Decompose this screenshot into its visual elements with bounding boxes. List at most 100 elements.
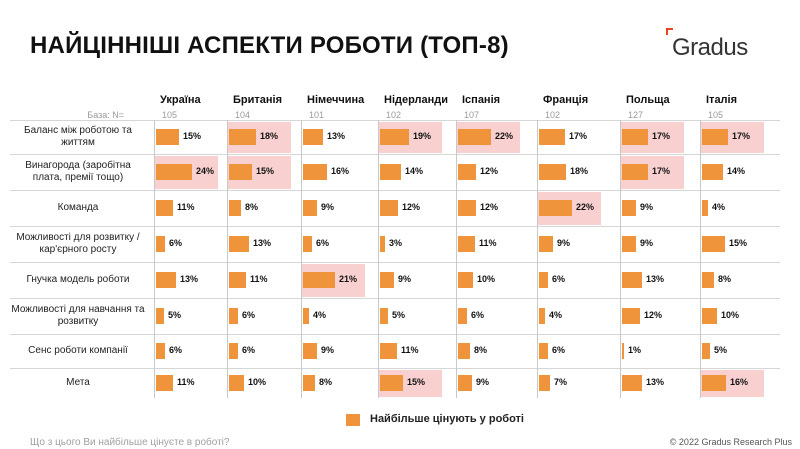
data-label: 9% (321, 202, 335, 212)
data-label: 12% (402, 202, 421, 212)
data-label: 18% (260, 131, 279, 141)
bar (539, 308, 545, 324)
bar (303, 200, 317, 216)
data-label: 12% (480, 202, 499, 212)
row-separator (10, 334, 780, 335)
legend-label: Найбільше цінують у роботі (370, 413, 524, 425)
data-label: 6% (316, 238, 330, 248)
data-label: 8% (319, 377, 333, 387)
gradus-logo-mark-icon (666, 28, 673, 35)
bar (303, 129, 323, 145)
brand-logo: Gradus (664, 26, 774, 66)
bar (539, 375, 550, 391)
bar (156, 308, 164, 324)
data-label: 9% (398, 274, 412, 284)
column-axis-line (620, 120, 621, 398)
bar (702, 343, 710, 359)
bar (702, 272, 714, 288)
data-label: 15% (407, 377, 426, 387)
bar (539, 164, 566, 180)
data-label: 4% (712, 202, 726, 212)
base-size: 101 (309, 110, 325, 120)
bar (156, 129, 179, 145)
data-label: 15% (729, 238, 748, 248)
data-label: 1% (628, 345, 642, 355)
bar (458, 129, 491, 145)
row-separator (10, 262, 780, 263)
bar (229, 200, 241, 216)
row-label: Винагорода (заробітна плата, премії тощо… (25, 160, 131, 183)
bar (539, 272, 548, 288)
country-header: Україна (160, 94, 201, 106)
data-label: 18% (570, 166, 589, 176)
data-label: 17% (569, 131, 588, 141)
bar (458, 272, 473, 288)
data-label: 13% (180, 274, 199, 284)
column-axis-line (378, 120, 379, 398)
data-label: 9% (557, 238, 571, 248)
data-label: 21% (339, 274, 358, 284)
row-label: Сенс роботи компанії (28, 345, 128, 356)
row-separator (10, 120, 780, 121)
data-label: 13% (253, 238, 272, 248)
data-label: 4% (313, 310, 327, 320)
country-header: Польща (626, 94, 670, 106)
data-label: 11% (177, 202, 195, 212)
row-label: Гнучка модель роботи (26, 274, 130, 285)
bar (156, 375, 173, 391)
row-separator (10, 368, 780, 369)
bar (380, 343, 397, 359)
base-size: 105 (708, 110, 724, 120)
data-label: 6% (242, 310, 256, 320)
survey-question: Що з цього Ви найбільше цінуєте в роботі… (30, 437, 230, 448)
bar (380, 236, 385, 252)
data-label: 11% (479, 238, 497, 248)
data-label: 17% (652, 131, 671, 141)
bar (702, 129, 728, 145)
bar (229, 129, 256, 145)
bar (539, 343, 548, 359)
data-label: 16% (331, 166, 350, 176)
data-label: 11% (401, 345, 419, 355)
bar (622, 343, 624, 359)
column-axis-line (537, 120, 538, 398)
data-label: 13% (646, 274, 665, 284)
data-label: 12% (480, 166, 499, 176)
brand-name: Gradus (672, 34, 748, 61)
base-size: 105 (162, 110, 178, 120)
row-label: Команда (57, 202, 99, 213)
data-label: 9% (640, 202, 654, 212)
copyright: © 2022 Gradus Research Plus (669, 437, 792, 447)
data-label: 6% (242, 345, 256, 355)
data-label: 6% (169, 345, 183, 355)
bar (156, 164, 192, 180)
bar (622, 272, 642, 288)
bar (458, 343, 470, 359)
bar (380, 164, 401, 180)
bar (303, 272, 335, 288)
row-separator (10, 226, 780, 227)
data-label: 6% (169, 238, 183, 248)
bar (539, 236, 553, 252)
bar (380, 129, 409, 145)
bar (622, 236, 636, 252)
row-label: Мета (66, 377, 90, 388)
data-label: 3% (389, 238, 403, 248)
data-label: 11% (177, 377, 195, 387)
bar (539, 200, 572, 216)
bar (622, 164, 648, 180)
data-label: 17% (732, 131, 751, 141)
row-separator (10, 154, 780, 155)
page-title: НАЙЦІННІШІ АСПЕКТИ РОБОТИ (ТОП-8) (30, 32, 509, 59)
column-axis-line (456, 120, 457, 398)
bar (380, 375, 403, 391)
data-label: 8% (245, 202, 259, 212)
bar (702, 375, 726, 391)
bar (458, 308, 467, 324)
country-header: Німеччина (307, 94, 365, 106)
bar (156, 272, 176, 288)
bar (702, 308, 717, 324)
data-label: 15% (256, 166, 275, 176)
bar (380, 308, 388, 324)
country-header: Франція (543, 94, 589, 106)
